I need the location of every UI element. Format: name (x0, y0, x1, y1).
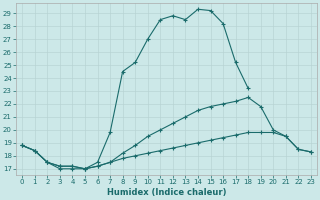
X-axis label: Humidex (Indice chaleur): Humidex (Indice chaleur) (107, 188, 226, 197)
